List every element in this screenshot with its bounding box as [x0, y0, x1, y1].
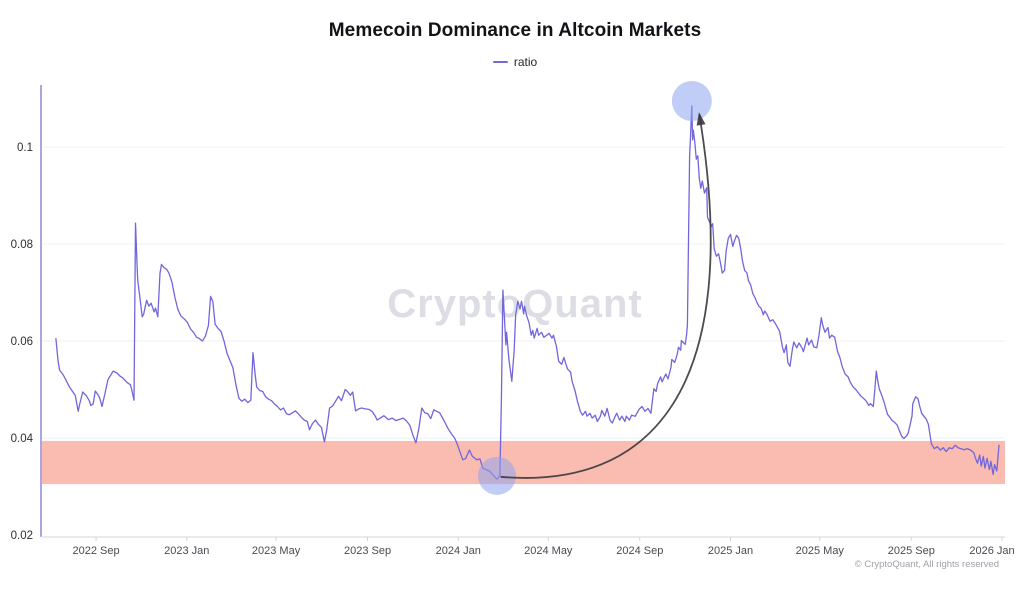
x-tick-label: 2025 Jan — [708, 545, 753, 557]
x-tick-label: 2025 Sep — [888, 545, 935, 557]
trend-arrow-head — [696, 112, 706, 126]
y-tick-label: 0.08 — [11, 239, 33, 251]
y-tick-label: 0.06 — [11, 336, 33, 348]
trend-arrow — [500, 113, 712, 479]
ratio-series-line — [55, 105, 1000, 480]
y-tick-label: 0.1 — [17, 142, 33, 154]
x-tick-label: 2026 Jan — [969, 545, 1014, 557]
annotation-circle-peak — [671, 81, 712, 122]
y-gridlines — [42, 146, 1005, 439]
x-tick-label: 2024 Jan — [436, 545, 481, 557]
x-tick-label: 2023 Jan — [164, 545, 209, 557]
copyright-text: © CryptoQuant, All rights reserved — [854, 559, 999, 570]
x-tick-label: 2025 May — [796, 545, 845, 557]
cryptoquant-watermark: CryptoQuant — [387, 282, 643, 326]
legend-line-icon — [492, 61, 508, 63]
chart-title: Memecoin Dominance in Altcoin Markets — [328, 20, 702, 41]
x-tick-label: 2023 May — [252, 545, 301, 557]
legend-label: ratio — [513, 55, 538, 69]
y-tick-label: 0.04 — [11, 433, 34, 445]
highlight-band — [42, 440, 1005, 485]
y-tick-label: 0.02 — [11, 530, 33, 542]
annotation-circle-low — [477, 456, 516, 495]
x-tick-label: 2023 Sep — [344, 545, 391, 557]
legend: ratio — [0, 55, 1030, 69]
y-axis-labels: 0.02 0.04 0.06 0.08 0.1 — [11, 142, 34, 542]
x-tick-label: 2022 Sep — [72, 545, 119, 557]
x-tick-label: 2024 May — [524, 545, 573, 557]
x-tick-label: 2024 Sep — [616, 545, 663, 557]
x-axis-labels: 2022 Sep 2023 Jan 2023 May 2023 Sep 2024 Jan… — [72, 537, 1015, 557]
